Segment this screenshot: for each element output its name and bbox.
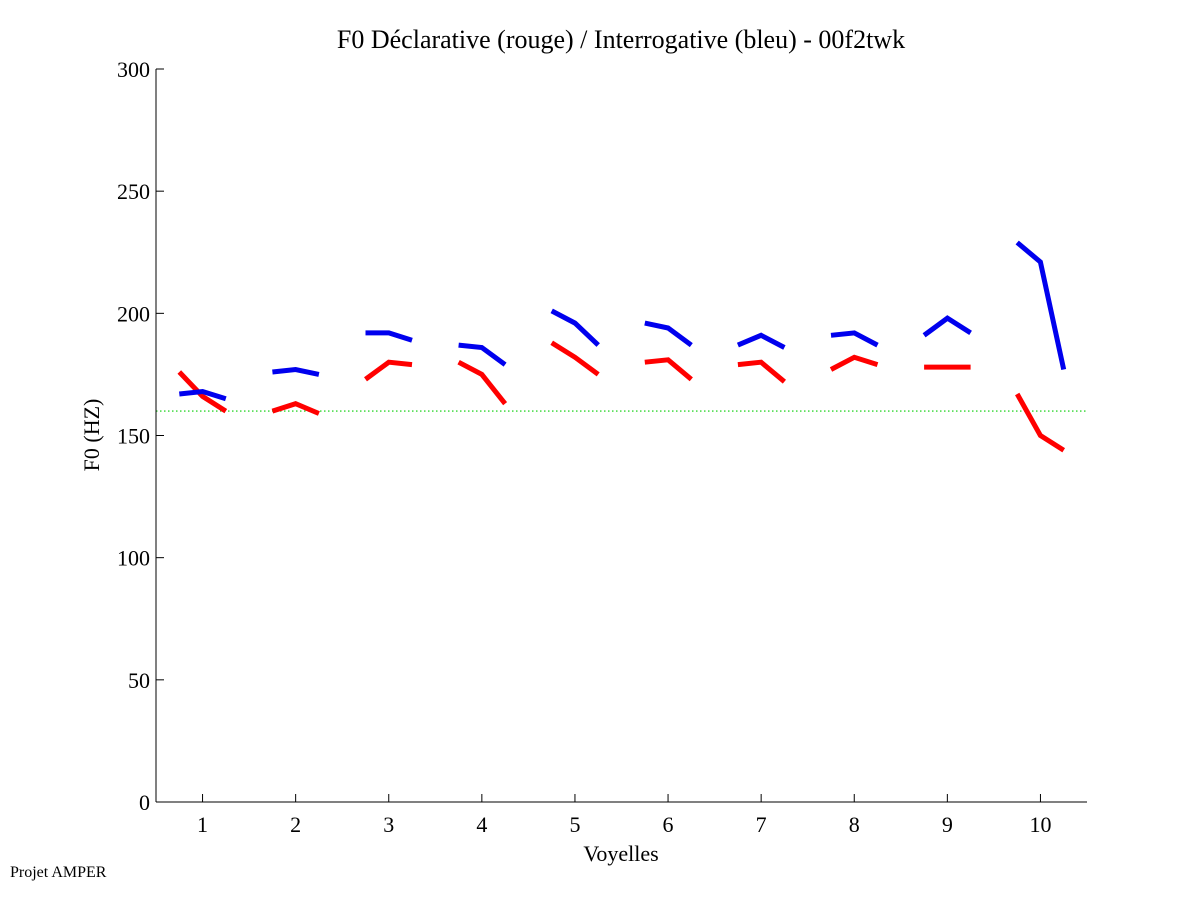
series-blue-vowel-2 xyxy=(272,366,320,377)
series-blue-vowel-3 xyxy=(365,330,413,343)
series-blue-vowel-5 xyxy=(550,308,600,347)
axes-layer: 0 50 100 150 200 250 300 1 2 3 4 5 6 7 8 9 10 xyxy=(117,57,1087,837)
x-tick-label: 5 xyxy=(569,812,580,837)
series-red-vowel-5 xyxy=(550,340,600,377)
x-tick-label: 7 xyxy=(756,812,767,837)
y-tick-label: 250 xyxy=(117,179,150,204)
x-tick-label: 10 xyxy=(1029,812,1051,837)
series-blue-vowel-6 xyxy=(644,320,693,348)
x-tick-label: 4 xyxy=(476,812,487,837)
x-axis-label: Voyelles xyxy=(583,841,658,866)
credit-text: Projet AMPER xyxy=(10,864,107,881)
y-tick-label: 150 xyxy=(117,424,150,449)
series-red-vowel-2 xyxy=(271,401,320,416)
series-blue-vowel-7 xyxy=(736,332,786,350)
y-tick-label: 0 xyxy=(139,790,150,815)
series-blue-vowel-1 xyxy=(179,388,227,402)
series-blue-vowel-4 xyxy=(458,342,507,367)
x-tick-label: 3 xyxy=(383,812,394,837)
x-tick-label: 1 xyxy=(197,812,208,837)
x-tick-label: 6 xyxy=(663,812,674,837)
series-red-vowel-1 xyxy=(177,370,228,414)
x-tick-label: 9 xyxy=(942,812,953,837)
series-blue-vowel-10 xyxy=(1015,240,1067,371)
series-red-vowel-8 xyxy=(829,354,879,372)
y-tick-label: 50 xyxy=(128,668,150,693)
series-red-vowel-4 xyxy=(457,359,508,406)
series-red-vowel-7 xyxy=(737,359,787,384)
chart-title: F0 Déclarative (rouge) / Interrogative (… xyxy=(337,25,905,54)
series-red-vowel-6 xyxy=(644,357,693,382)
series-red-vowel-10 xyxy=(1015,392,1066,453)
series-blue-vowel-9 xyxy=(922,315,972,338)
y-tick-label: 300 xyxy=(117,57,150,82)
x-tick-label: 8 xyxy=(849,812,860,837)
y-tick-label: 200 xyxy=(117,301,150,326)
series-layer xyxy=(177,240,1067,453)
y-axis-label: F0 (HZ) xyxy=(79,399,104,472)
series-red-vowel-3 xyxy=(364,359,413,382)
x-tick-label: 2 xyxy=(290,812,301,837)
y-tick-label: 100 xyxy=(117,546,150,571)
series-blue-vowel-8 xyxy=(830,330,879,348)
